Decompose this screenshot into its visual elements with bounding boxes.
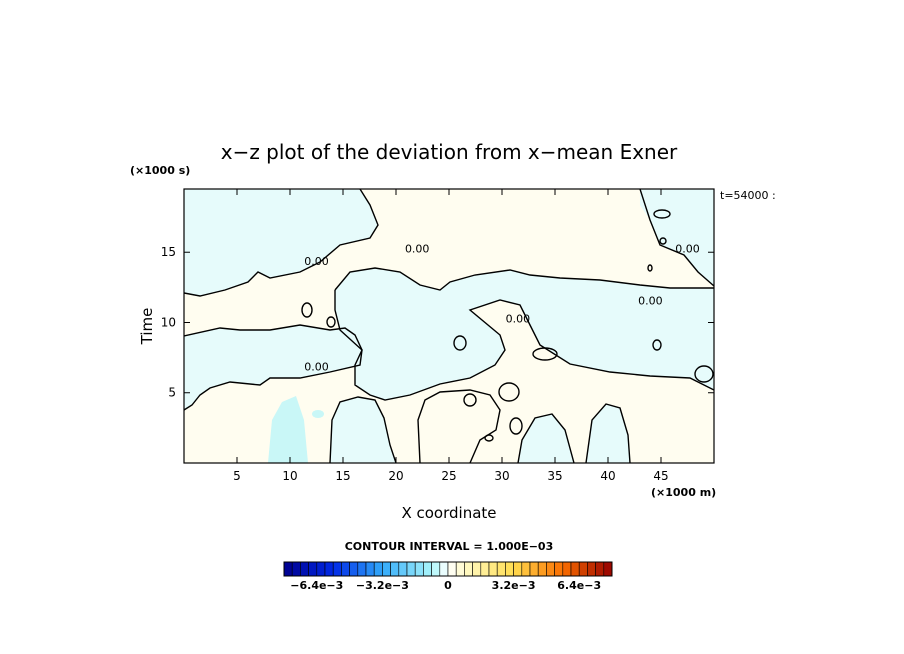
- colorbar-swatch: [455, 561, 465, 577]
- colorbar-swatch: [291, 561, 301, 577]
- colorbar-swatch: [308, 561, 318, 577]
- stronger-negative-regions: [268, 396, 324, 463]
- contour-label: 0.00: [304, 360, 329, 373]
- x-tick-label: 35: [547, 469, 562, 483]
- colorbar-swatch: [472, 561, 482, 577]
- region-top-right: [640, 189, 714, 286]
- zero-contours: [184, 189, 714, 463]
- contour-label: 0.00: [405, 242, 430, 255]
- y-tick-label: 10: [161, 315, 176, 329]
- region-bottom-b: [518, 414, 574, 463]
- colorbar-swatch: [316, 561, 326, 577]
- colorbar-frame: [283, 561, 613, 577]
- x-tick-label: 30: [494, 469, 509, 483]
- colorbar-swatch: [496, 561, 506, 577]
- colorbar-swatch: [431, 561, 441, 577]
- x-tick-label: 15: [335, 469, 350, 483]
- x-axis-ticks: 5 10 15 20 25 30 35 40 45: [233, 189, 669, 483]
- colorbar-swatch: [464, 561, 473, 577]
- negative-regions: [184, 189, 714, 463]
- region-middle: [335, 268, 714, 400]
- colorbar-swatch: [488, 561, 498, 577]
- x-tick-label: 20: [388, 469, 403, 483]
- y-tick-label: 15: [161, 245, 176, 259]
- colorbar-swatch: [365, 561, 375, 577]
- colorbar-tick-label: 0: [444, 579, 452, 592]
- colorbar-swatch: [373, 561, 383, 577]
- colorbar-tick-label: 6.4e−3: [557, 579, 601, 592]
- colorbar-swatch: [390, 561, 400, 577]
- x-tick-label: 45: [653, 469, 668, 483]
- colorbar-swatch: [414, 561, 424, 577]
- colorbar-swatch: [341, 561, 350, 577]
- contour-label: 0.00: [506, 313, 531, 326]
- contour-label: 0.00: [675, 242, 700, 255]
- colorbar-swatch: [546, 561, 555, 577]
- colorbar-swatch: [398, 561, 408, 577]
- colorbar-swatch: [570, 561, 580, 577]
- contour-label: 0.00: [304, 255, 329, 268]
- colorbar-swatch: [578, 561, 588, 577]
- colorbar-swatch: [513, 561, 523, 577]
- colorbar-swatch: [480, 561, 490, 577]
- time-label: t=54000 :: [720, 189, 776, 202]
- colorbar-swatch: [537, 561, 547, 577]
- colorbar-swatch: [357, 561, 367, 577]
- colorbar-swatch: [562, 561, 572, 577]
- colorbar-swatch: [406, 561, 416, 577]
- colorbar-swatch: [595, 561, 605, 577]
- colorbar-swatch: [332, 561, 342, 577]
- colorbar-tick-label: −3.2e−3: [356, 579, 409, 592]
- colorbar-tick-label: −6.4e−3: [290, 579, 343, 592]
- region-top-left: [184, 189, 378, 296]
- x-tick-label: 5: [233, 469, 241, 483]
- colorbar-swatch: [529, 561, 539, 577]
- contour-interval-label: CONTOUR INTERVAL = 1.000E−03: [345, 540, 554, 553]
- x-tick-label: 25: [441, 469, 456, 483]
- colorbar-swatch: [505, 561, 514, 577]
- region-bottom-a: [330, 397, 396, 463]
- colorbar-ticks: −6.4e−3 −3.2e−3 0 3.2e−3 6.4e−3: [290, 579, 601, 592]
- y-axis-ticks: 5 10 15: [161, 245, 714, 400]
- x-tick-label: 10: [282, 469, 297, 483]
- x-tick-label: 40: [600, 469, 615, 483]
- colorbar: [283, 561, 613, 577]
- contour-label: 0.00: [638, 294, 663, 307]
- region-bottom-c: [586, 404, 630, 463]
- colorbar-swatch: [300, 561, 309, 577]
- colorbar-swatch: [349, 561, 359, 577]
- colorbar-swatch: [521, 561, 531, 577]
- x-unit-label: (×1000 m): [651, 486, 716, 499]
- colorbar-swatch: [382, 561, 391, 577]
- contour-labels: 0.00 0.00 0.00 0.00 0.00 0.00: [304, 242, 700, 373]
- colorbar-swatch: [587, 561, 596, 577]
- colorbar-swatch: [324, 561, 334, 577]
- region-strong-left: [268, 396, 308, 463]
- y-axis-label: Time: [138, 308, 156, 346]
- colorbar-swatch: [603, 561, 613, 577]
- y-unit-label: (×1000 s): [130, 164, 190, 177]
- x-axis-label: X coordinate: [401, 504, 496, 522]
- colorbar-swatch: [439, 561, 449, 577]
- colorbar-swatch: [423, 561, 432, 577]
- colorbar-tick-label: 3.2e−3: [492, 579, 536, 592]
- colorbar-swatch: [283, 561, 293, 577]
- y-tick-label: 5: [168, 386, 176, 400]
- colorbar-swatch: [447, 561, 457, 577]
- region-center: [184, 325, 362, 410]
- colorbar-swatch: [554, 561, 564, 577]
- plot-area: [184, 189, 714, 463]
- chart-title: x−z plot of the deviation from x−mean Ex…: [221, 140, 678, 164]
